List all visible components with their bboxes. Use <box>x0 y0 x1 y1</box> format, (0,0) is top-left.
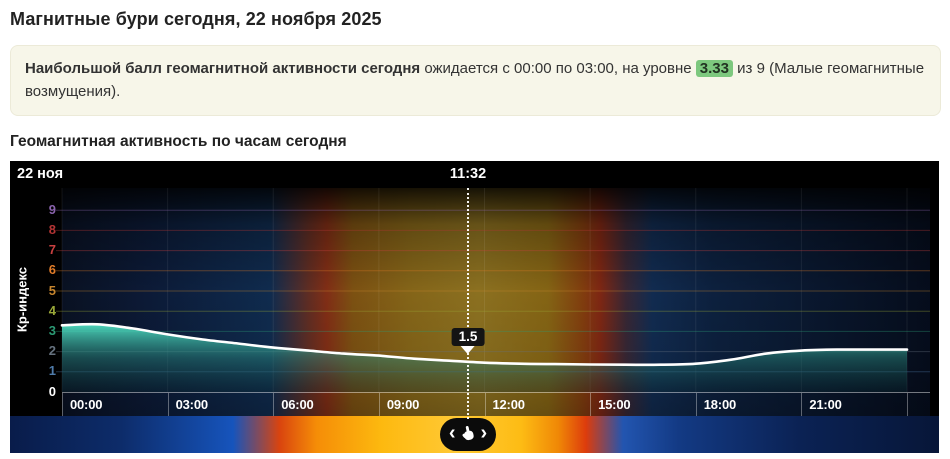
value-tooltip: 1.5 <box>451 328 485 355</box>
x-tick <box>167 392 169 417</box>
y-tick-6: 6 <box>48 262 56 278</box>
chart-navigator[interactable]: ‹ › <box>10 415 939 453</box>
notice-mid-text: ожидается с 00:00 по 03:00, на уровне <box>420 60 696 77</box>
chart-header: 22 ноя 11:32 <box>10 161 939 188</box>
scroll-handle[interactable]: ‹ › <box>440 417 497 451</box>
y-tick-2: 2 <box>48 343 56 359</box>
x-tick-label-06:00: 06:00 <box>281 396 314 412</box>
x-tick <box>62 392 63 417</box>
y-tick-0: 0 <box>48 383 56 399</box>
notice-bold-text: Наибольшой балл геомагнитной активности … <box>25 60 421 77</box>
hand-drag-icon <box>459 424 477 443</box>
x-tick-label-09:00: 09:00 <box>386 396 420 412</box>
x-tick <box>907 392 908 417</box>
tooltip-arrow-icon <box>461 346 476 355</box>
y-tick-5: 5 <box>48 282 56 298</box>
kp-value-badge: 3.33 <box>695 60 733 77</box>
x-tick <box>484 392 486 417</box>
x-tick-label-12:00: 12:00 <box>492 396 525 412</box>
notice-tail-text: из 9 (Малые геомагнитные возмущения). <box>25 60 925 101</box>
chart-date-label: 22 ноя <box>17 165 64 182</box>
y-axis-title: Кр-индекс <box>14 266 30 332</box>
y-tick-1: 1 <box>48 363 56 379</box>
plot-area[interactable]: Кр-индекс 0 1 2 3 4 5 6 7 8 9 00:00 03:00 06:00 09:0… <box>10 187 939 419</box>
y-tick-3: 3 <box>48 322 56 338</box>
x-tick <box>590 392 592 417</box>
scroll-right-icon[interactable]: › <box>480 421 488 444</box>
x-tick-label-03:00: 03:00 <box>175 396 208 412</box>
x-tick-label-18:00: 18:00 <box>703 396 736 412</box>
tooltip-value: 1.5 <box>458 329 478 345</box>
y-tick-7: 7 <box>48 242 56 258</box>
time-marker-line <box>467 187 470 419</box>
y-tick-4: 4 <box>48 302 56 318</box>
x-tick-label-00:00: 00:00 <box>70 396 103 412</box>
x-tick-label-15:00: 15:00 <box>598 396 631 412</box>
scroll-left-icon[interactable]: ‹ <box>448 421 456 444</box>
x-tick <box>378 392 380 417</box>
page-title: Магнитные бури сегодня, 22 ноября 2025 <box>10 9 382 29</box>
y-tick-9: 9 <box>48 201 56 217</box>
y-tick-8: 8 <box>48 221 56 237</box>
x-tick <box>801 392 803 417</box>
x-axis: 00:00 03:00 06:00 09:00 12:00 15:00 18:00 21:00 <box>62 391 930 417</box>
x-tick <box>273 392 275 417</box>
summary-notice: Наибольшой балл геомагнитной активности … <box>10 45 941 116</box>
x-tick-label-21:00: 21:00 <box>809 396 842 412</box>
section-title: Геомагнитная активность по часам сегодня <box>10 132 347 150</box>
x-tick <box>695 392 697 417</box>
marker-time-label: 11:32 <box>449 165 487 182</box>
kp-index-series <box>56 187 930 392</box>
